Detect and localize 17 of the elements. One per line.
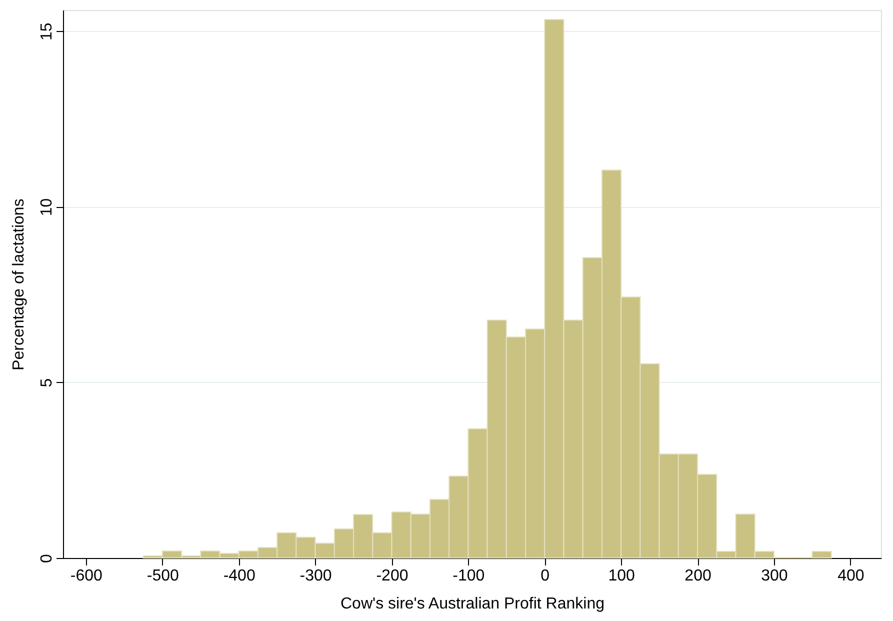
y-tick-label: 15: [38, 22, 56, 40]
x-tick-label: -400: [223, 568, 256, 584]
x-tick-label: -600: [70, 568, 103, 584]
x-tick-label: 0: [540, 568, 550, 584]
x-tick-label: 100: [608, 568, 636, 584]
x-tick-label: 200: [684, 568, 712, 584]
x-tick-label: -500: [146, 568, 179, 584]
y-tick-label: 5: [38, 378, 56, 388]
y-tick-label: 10: [38, 198, 56, 216]
x-tick-label: 400: [838, 568, 864, 584]
x-tick-label: 300: [761, 568, 788, 584]
x-axis-title: Cow's sire's Australian Profit Ranking: [340, 596, 604, 612]
y-axis-title: Percentage of lactations: [10, 198, 28, 370]
y-tick-label: 0: [38, 554, 56, 563]
x-tick-label: -300: [300, 568, 332, 584]
x-tick-label: -200: [376, 568, 408, 584]
x-tick-label: -100: [452, 568, 485, 584]
